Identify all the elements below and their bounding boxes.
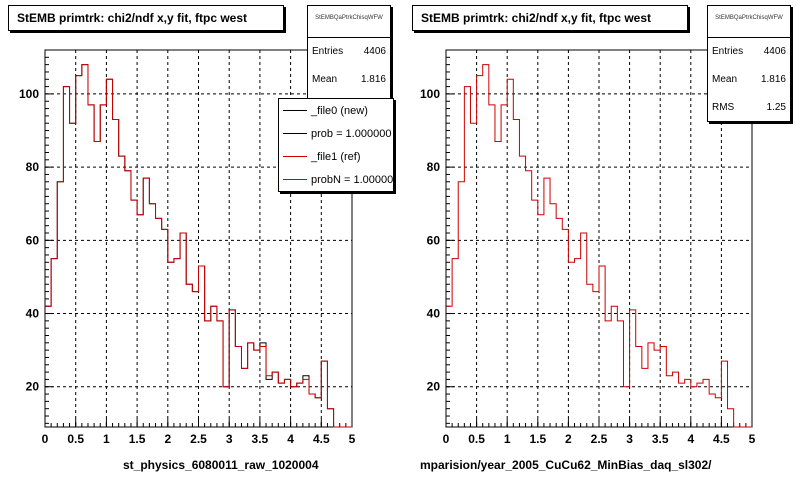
right-stats-entries-row: Entries 4406 (708, 38, 790, 66)
left-tick-label-x: 5 (349, 432, 356, 446)
right-tick-label-y: 80 (427, 160, 441, 174)
left-stats-mean-value: 1.816 (360, 74, 386, 85)
legend-entry-prob: prob = 1.000000 (279, 122, 393, 145)
legend-swatch-file1 (283, 156, 307, 157)
left-tick-label-x: 2 (164, 432, 171, 446)
right-tick-label-y: 100 (420, 87, 440, 101)
right-tick-label-y: 20 (427, 380, 441, 394)
legend-entry-probn: probN = 1.000000 (279, 168, 393, 191)
right-tick-label-x: 0.5 (468, 432, 485, 446)
right-stats-rms-value: 1.25 (766, 102, 786, 113)
legend-label-file0: _file0 (new) (311, 104, 368, 117)
right-histogram-plot: 0 0.5 1 1.5 2 2.5 3 3.5 4 4.5 5 20 40 60 80 100 (420, 49, 756, 446)
right-stats-name: StEMBQaPtrkChisqWFW (708, 6, 790, 38)
right-series-a (446, 64, 752, 428)
left-tick-label-x: 0.5 (67, 432, 84, 446)
left-stats-entries-label: Entries (312, 46, 344, 57)
left-histogram-pane: 0 0.5 1 1.5 2 2.5 3 3.5 4 4.5 5 20 40 60 80 100 StEMB p… (8, 5, 394, 472)
right-histogram-pane: 0 0.5 1 1.5 2 2.5 3 3.5 4 4.5 5 20 40 60 80 100 StEMB p… (400, 0, 800, 480)
legend-label-file1: _file1 (ref) (311, 150, 361, 163)
right-histogram-title: StEMB primtrk: chi2/ndf x,y fit, ftpc we… (412, 5, 688, 31)
right-stats-rms-label: RMS (712, 102, 735, 113)
left-tick-label-x: 4 (287, 432, 294, 446)
left-stats-mean-row: Mean 1.816 (308, 66, 390, 94)
left-tick-label-x: 4.5 (313, 432, 330, 446)
left-tick-label-y: 40 (26, 307, 40, 321)
left-stats-mean-label: Mean (312, 74, 338, 85)
legend-swatch-prob (283, 133, 307, 134)
left-tick-label-y: 20 (26, 380, 40, 394)
legend-swatch-file0 (283, 110, 307, 111)
left-tick-label-x: 3.5 (252, 432, 269, 446)
right-tick-label-x: 5 (749, 432, 756, 446)
left-tick-label-x: 3 (226, 432, 233, 446)
right-tick-label-x: 2.5 (591, 432, 608, 446)
left-tick-label-y: 60 (26, 233, 40, 247)
left-x-axis-label: st_physics_6080011_raw_1020004 (123, 458, 319, 472)
left-tick-label-x: 1 (103, 432, 110, 446)
right-stats-entries-value: 4406 (763, 46, 786, 57)
left-tick-label-x: 0 (42, 432, 49, 446)
right-tick-label-y: 60 (427, 233, 441, 247)
left-tick-label-x: 1.5 (129, 432, 146, 446)
right-stats-box: StEMBQaPtrkChisqWFW Entries 4406 Mean 1.… (707, 5, 791, 122)
legend-label-prob: prob = 1.000000 (311, 127, 392, 140)
right-tick-label-x: 4 (687, 432, 694, 446)
left-stats-name: StEMBQaPtrkChisqWFW (308, 6, 390, 38)
right-tick-label-x: 4.5 (713, 432, 730, 446)
right-x-axis-label: mparision/year_2005_CuCu62_MinBias_daq_s… (420, 458, 712, 472)
left-tick-label-y: 100 (19, 87, 39, 101)
right-stats-mean-label: Mean (712, 74, 738, 85)
right-tick-label-x: 1 (504, 432, 511, 446)
right-tick-label-y: 40 (427, 307, 441, 321)
left-histogram-title: StEMB primtrk: chi2/ndf x,y fit, ftpc we… (8, 5, 284, 31)
right-tick-label-x: 3.5 (652, 432, 669, 446)
legend-entry-file0: _file0 (new) (279, 99, 393, 122)
right-stats-mean-row: Mean 1.816 (708, 66, 790, 94)
left-legend: _file0 (new) prob = 1.000000 _file1 (ref… (278, 98, 394, 192)
legend-swatch-probn (283, 179, 307, 180)
right-stats-entries-label: Entries (712, 46, 744, 57)
left-tick-label-x: 2.5 (190, 432, 207, 446)
right-stats-mean-value: 1.816 (760, 74, 786, 85)
left-stats-entries-value: 4406 (363, 46, 386, 57)
legend-label-probn: probN = 1.000000 (311, 173, 394, 186)
right-tick-label-x: 0 (443, 432, 450, 446)
right-tick-label-x: 2 (565, 432, 572, 446)
legend-entry-file1: _file1 (ref) (279, 145, 393, 168)
right-tick-label-x: 1.5 (529, 432, 546, 446)
right-tick-label-x: 3 (626, 432, 633, 446)
right-stats-rms-row: RMS 1.25 (708, 94, 790, 122)
left-tick-label-y: 80 (26, 160, 40, 174)
left-stats-entries-row: Entries 4406 (308, 38, 390, 66)
left-series-b (45, 64, 352, 428)
